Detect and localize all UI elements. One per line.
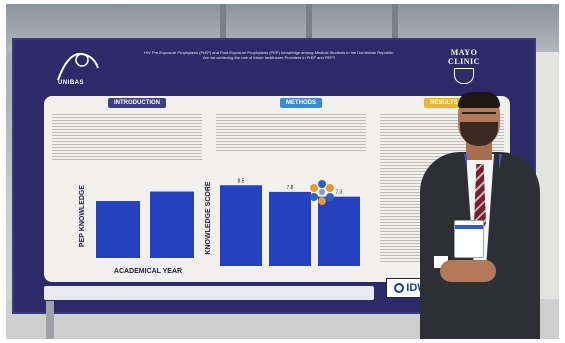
glasses-icon (462, 112, 496, 121)
charts-area: PEP KNOWLEDGE ACADEMICAL YEAR 8.5 7.8 7.3 KN… (79, 178, 360, 275)
shield-icon (454, 68, 474, 84)
section-introduction: INTRODUCTION (108, 98, 166, 108)
idw-icon (394, 283, 405, 293)
ceiling-beam (392, 4, 398, 52)
methods-text-block (216, 112, 366, 152)
university-logo (57, 52, 99, 81)
bar-data-label: 8.5 (238, 178, 245, 184)
intro-text-block (52, 112, 202, 160)
chart-bar (150, 191, 194, 258)
ceiling-beam (306, 4, 312, 52)
hair (458, 92, 500, 108)
chart-knowledge-score: 8.5 7.8 7.3 KNOWLEDGE SCORE (205, 178, 360, 266)
university-logo-text: UNIBAS (58, 80, 85, 86)
chart-bar (318, 196, 360, 266)
diagram-node (319, 189, 325, 195)
section-methods: METHODS (280, 98, 322, 108)
diagram-node (326, 184, 334, 192)
poster-footer (44, 286, 374, 300)
chart-bar (96, 201, 140, 258)
poster-title: HIV Pre-Exposure Prophylaxis (PrEP) and … (144, 50, 394, 60)
methods-diagram (310, 180, 334, 205)
chart-bar (220, 185, 262, 266)
poster-header: UNIBAS HIV Pre-Exposure Prophylaxis (PrE… (14, 40, 534, 98)
chart-bar (269, 191, 311, 266)
conference-photo: UNIBAS HIV Pre-Exposure Prophylaxis (PrE… (6, 4, 559, 339)
diagram-node (318, 197, 326, 205)
stand-leg (46, 301, 54, 339)
chart-pep-knowledge: PEP KNOWLEDGE ACADEMICAL YEAR (79, 185, 194, 275)
y-axis-label: PEP KNOWLEDGE (79, 185, 86, 247)
bar-data-label: 7.3 (336, 190, 343, 196)
section-results: RESULTS (424, 98, 464, 108)
ceiling-beam (220, 4, 226, 52)
diagram-node (326, 193, 334, 201)
mayo-clinic-logo: MAYO CLINIC (442, 48, 486, 84)
diagram-node (310, 193, 318, 201)
poster-body: INTRODUCTION METHODS RESULTS PEP KNOWLED… (44, 96, 510, 282)
x-axis-label: ACADEMICAL YEAR (114, 268, 182, 275)
mayo-logo-line2: CLINIC (448, 57, 480, 66)
diagram-node (310, 184, 318, 192)
bar-data-label: 7.8 (287, 185, 294, 191)
presenter (412, 92, 552, 339)
hands (440, 260, 496, 282)
tie (474, 164, 486, 234)
diagram-node (318, 180, 326, 188)
mayo-logo-line1: MAYO (450, 48, 478, 57)
y-axis-label: KNOWLEDGE SCORE (205, 181, 212, 254)
name-badge (454, 220, 484, 258)
